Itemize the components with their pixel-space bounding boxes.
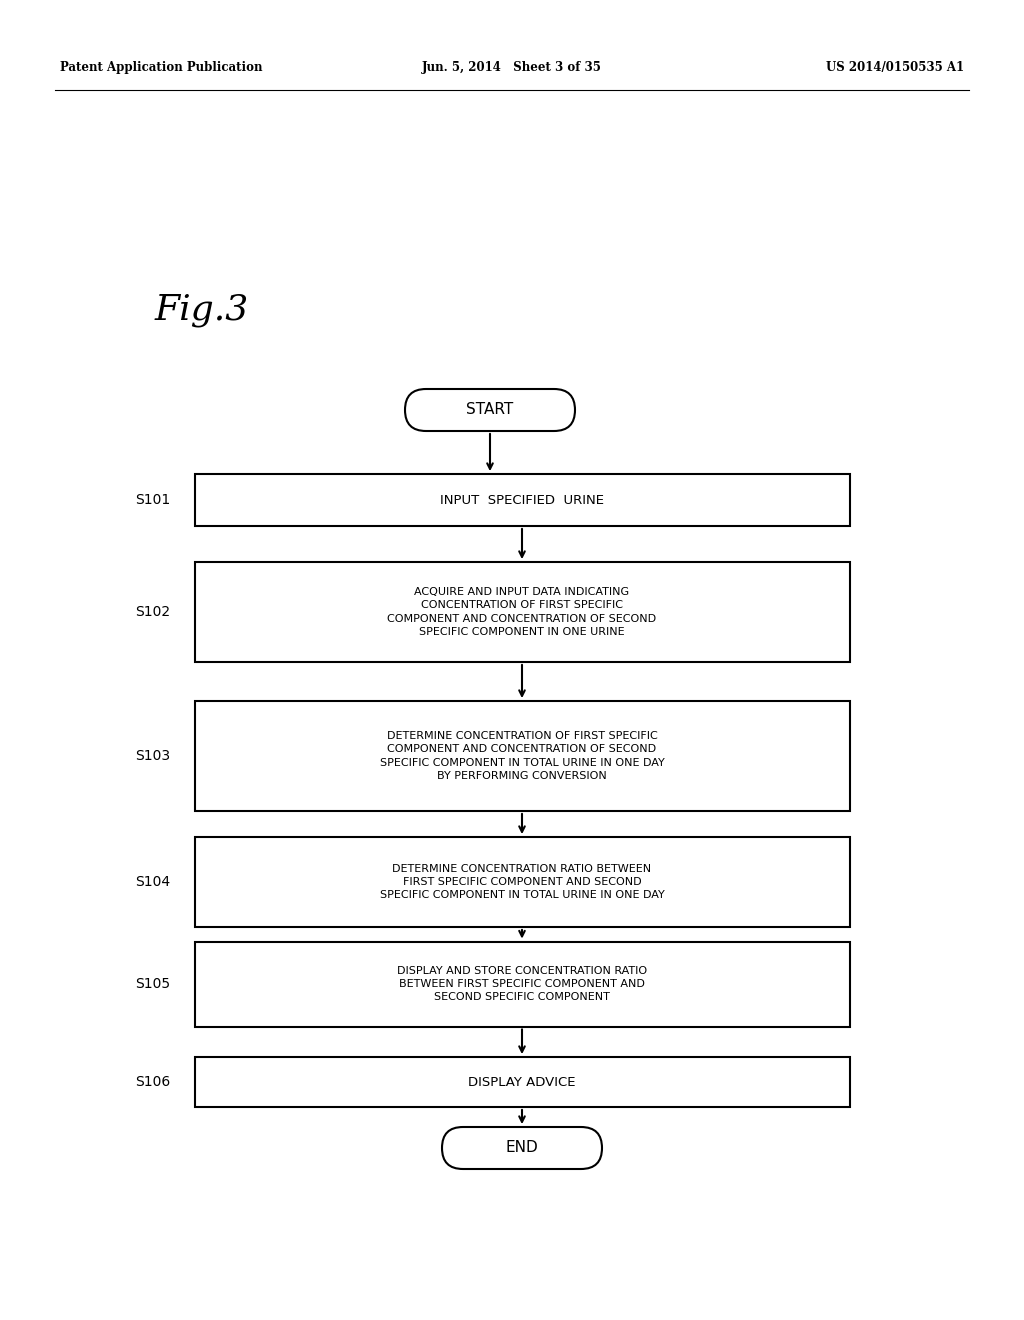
Text: DETERMINE CONCENTRATION RATIO BETWEEN
FIRST SPECIFIC COMPONENT AND SECOND
SPECIF: DETERMINE CONCENTRATION RATIO BETWEEN FI… [380,863,665,900]
Text: INPUT  SPECIFIED  URINE: INPUT SPECIFIED URINE [440,494,604,507]
Text: S101: S101 [135,492,170,507]
FancyBboxPatch shape [406,389,575,432]
Text: US 2014/0150535 A1: US 2014/0150535 A1 [826,62,964,74]
Text: S103: S103 [135,748,170,763]
Text: Jun. 5, 2014   Sheet 3 of 35: Jun. 5, 2014 Sheet 3 of 35 [422,62,602,74]
Text: DISPLAY ADVICE: DISPLAY ADVICE [468,1076,575,1089]
Text: S105: S105 [135,977,170,991]
Text: S102: S102 [135,605,170,619]
Text: ACQUIRE AND INPUT DATA INDICATING
CONCENTRATION OF FIRST SPECIFIC
COMPONENT AND : ACQUIRE AND INPUT DATA INDICATING CONCEN… [387,587,656,636]
FancyBboxPatch shape [442,1127,602,1170]
Bar [195,1057,850,1107]
Bar [195,837,850,927]
Bar [195,562,850,663]
Text: Fig.3: Fig.3 [155,293,249,327]
Text: END: END [506,1140,539,1155]
Text: Patent Application Publication: Patent Application Publication [60,62,262,74]
Bar [195,474,850,525]
Text: S106: S106 [135,1074,170,1089]
Text: S104: S104 [135,875,170,888]
Text: START: START [466,403,514,417]
Bar [195,701,850,810]
Text: DISPLAY AND STORE CONCENTRATION RATIO
BETWEEN FIRST SPECIFIC COMPONENT AND
SECON: DISPLAY AND STORE CONCENTRATION RATIO BE… [397,966,647,1002]
Text: DETERMINE CONCENTRATION OF FIRST SPECIFIC
COMPONENT AND CONCENTRATION OF SECOND
: DETERMINE CONCENTRATION OF FIRST SPECIFI… [380,731,665,781]
Bar [195,941,850,1027]
